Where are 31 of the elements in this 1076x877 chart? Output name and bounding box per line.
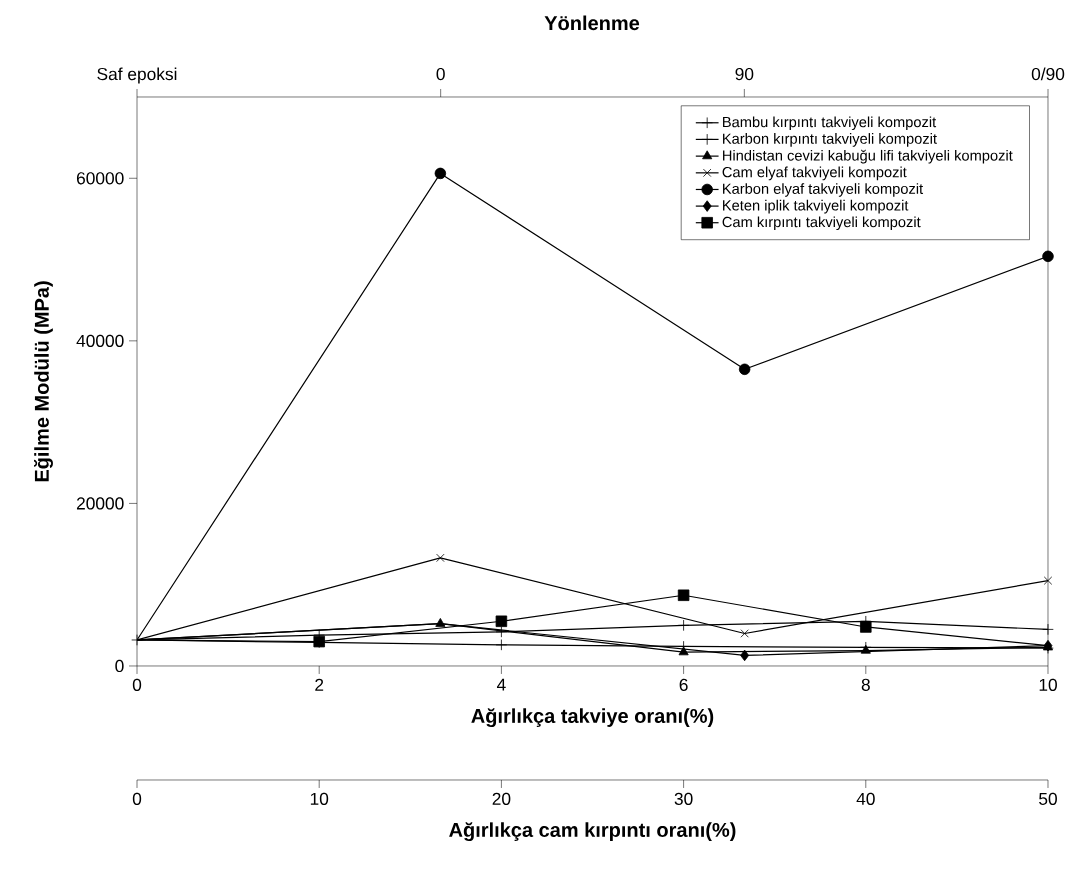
text: 0/90 <box>1031 67 1065 81</box>
x2-tick-label: 40 <box>856 792 875 805</box>
legend-label: Karbon kırpıntı takviyeli kompozit <box>723 133 937 147</box>
chart-title: Yönlenme <box>544 15 640 31</box>
x2-tick-label: 0 <box>132 792 142 805</box>
legend-label: Cam kırpıntı takviyeli kompozit <box>722 216 921 231</box>
y-tick-label: 60000 <box>76 172 124 185</box>
legend-label: Cam elyaf takviyeli kompozit <box>722 166 907 181</box>
x2-tick-label: 50 <box>1039 792 1057 805</box>
legend-label: Hindistan cevizi kabuğu lifi takviyeli kompozit <box>723 149 1013 164</box>
y-tick-label: 40000 <box>76 334 124 347</box>
x-tick-label: 8 <box>861 678 870 691</box>
y-tick-label: 0 <box>115 659 124 673</box>
x2-tick-label: 10 <box>310 792 329 805</box>
text: 90 <box>735 67 754 81</box>
legend-label: Bambu kırpıntı takviyeli kompozit <box>723 116 937 131</box>
text: 0 <box>436 67 445 81</box>
x-axis-title: Ağırlıkça takviye oranı(%) <box>471 708 714 728</box>
legend-label: Keten iplik takviyeli kompozit <box>723 199 909 214</box>
y-axis-title: Eğilme Modülü (MPa) <box>34 281 53 482</box>
x2-tick-label: 30 <box>674 792 693 805</box>
x2-tick-label: 20 <box>492 792 511 805</box>
x-tick-label: 0 <box>132 678 142 691</box>
y-tick-label: 20000 <box>76 497 124 510</box>
x-tick-label: 2 <box>315 678 324 691</box>
text: Saf epoksi <box>97 67 177 84</box>
x-tick-label: 6 <box>679 678 688 691</box>
legend-label: Karbon elyaf takviyeli kompozit <box>723 183 924 197</box>
x2-axis-title: Ağırlıkça cam kırpıntı oranı(%) <box>449 822 736 842</box>
x-tick-label: 10 <box>1039 678 1057 691</box>
x-tick-label: 4 <box>496 678 506 691</box>
